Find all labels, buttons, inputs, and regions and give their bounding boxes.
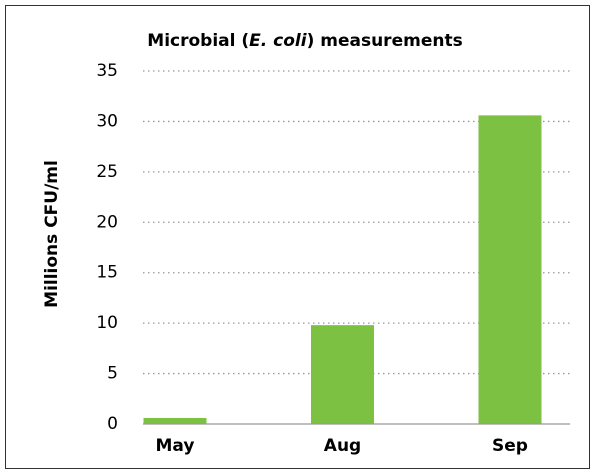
title-part: Microbial ( xyxy=(147,31,249,51)
title-part: E. coli xyxy=(249,31,308,51)
y-tick-label: 15 xyxy=(96,263,118,283)
y-tick-label: 25 xyxy=(96,162,118,182)
y-tick-label: 10 xyxy=(96,313,118,333)
y-axis-label: Millions CFU/ml xyxy=(42,160,62,308)
bar xyxy=(143,417,207,424)
x-tick-label: Sep xyxy=(492,436,528,456)
y-tick-label: 35 xyxy=(96,61,118,81)
title-part: ) measurements xyxy=(307,31,463,51)
x-tick-label: May xyxy=(156,436,195,456)
y-tick-label: 30 xyxy=(96,111,118,131)
bar xyxy=(311,325,374,424)
x-tick-label: Aug xyxy=(324,436,361,456)
y-tick-label: 5 xyxy=(107,364,118,384)
chart-title: Microbial (E. coli) measurements xyxy=(147,31,462,51)
y-tick-label: 0 xyxy=(107,414,118,434)
y-tick-label: 20 xyxy=(96,212,118,232)
bar xyxy=(478,115,542,425)
